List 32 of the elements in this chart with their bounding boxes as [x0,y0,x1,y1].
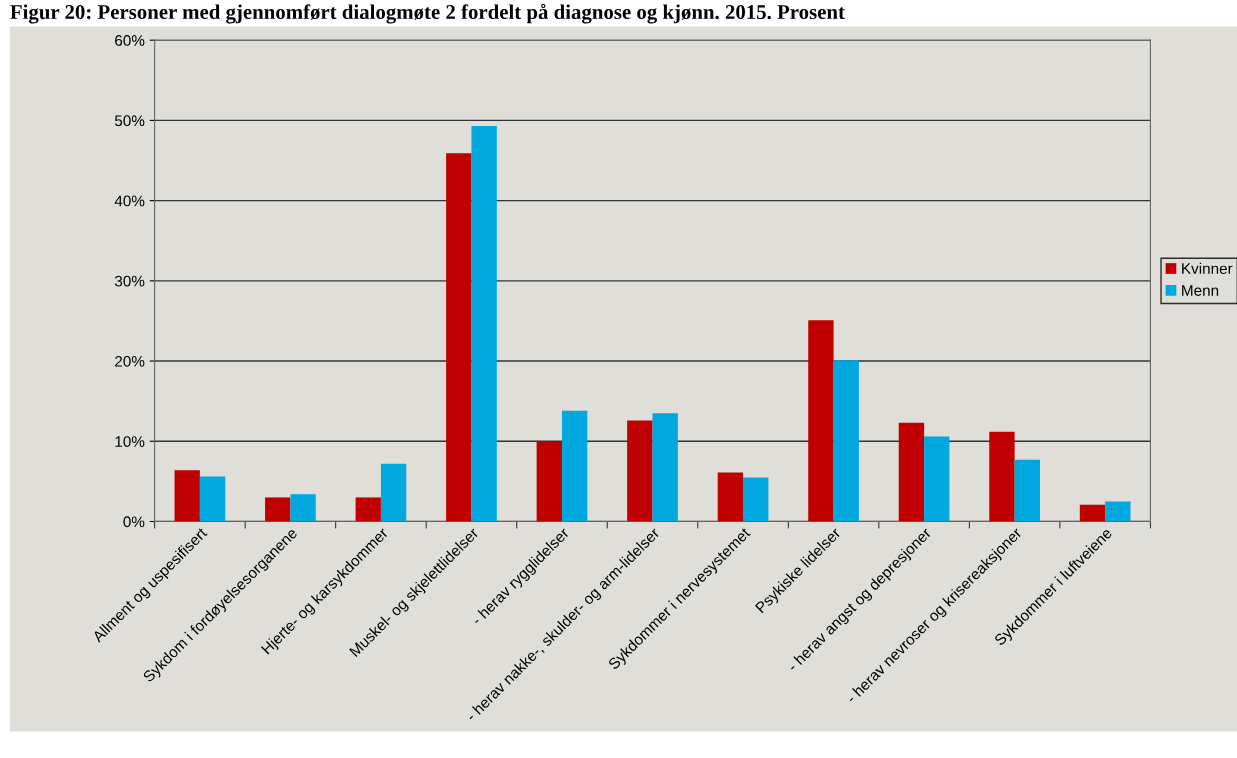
y-tick-label: 0% [123,516,145,528]
bar [833,360,859,522]
bar [627,420,653,522]
legend-label: Menn [1182,285,1219,296]
bar [743,477,769,522]
bar [717,472,744,522]
bar [446,153,472,522]
bar [1014,459,1040,522]
y-tick-label: 40% [114,195,145,207]
bar [989,431,1015,522]
bar [808,320,834,522]
legend-label: Kvinner [1182,262,1233,274]
bar [174,470,200,522]
bar [652,413,678,522]
bar [471,126,497,522]
y-tick-label: 60% [115,35,145,46]
bar [536,441,562,522]
y-tick-label: 30% [114,275,145,287]
chart-title: Figur 20: Personer med gjennomført dialogmøte 2 fordelt på diagnose og kjønn. 2015. Prosent [10,3,845,24]
bar [1105,501,1131,522]
bar [561,410,588,522]
y-tick-label: 10% [115,436,145,447]
bar [1079,504,1106,522]
y-tick-label: 20% [115,355,145,367]
y-tick-label: 50% [114,115,145,127]
bar [898,422,925,522]
bar [290,494,316,522]
bar [355,497,381,522]
bar [924,436,950,522]
bar [199,476,226,522]
bar [380,463,407,522]
bar [265,497,291,522]
